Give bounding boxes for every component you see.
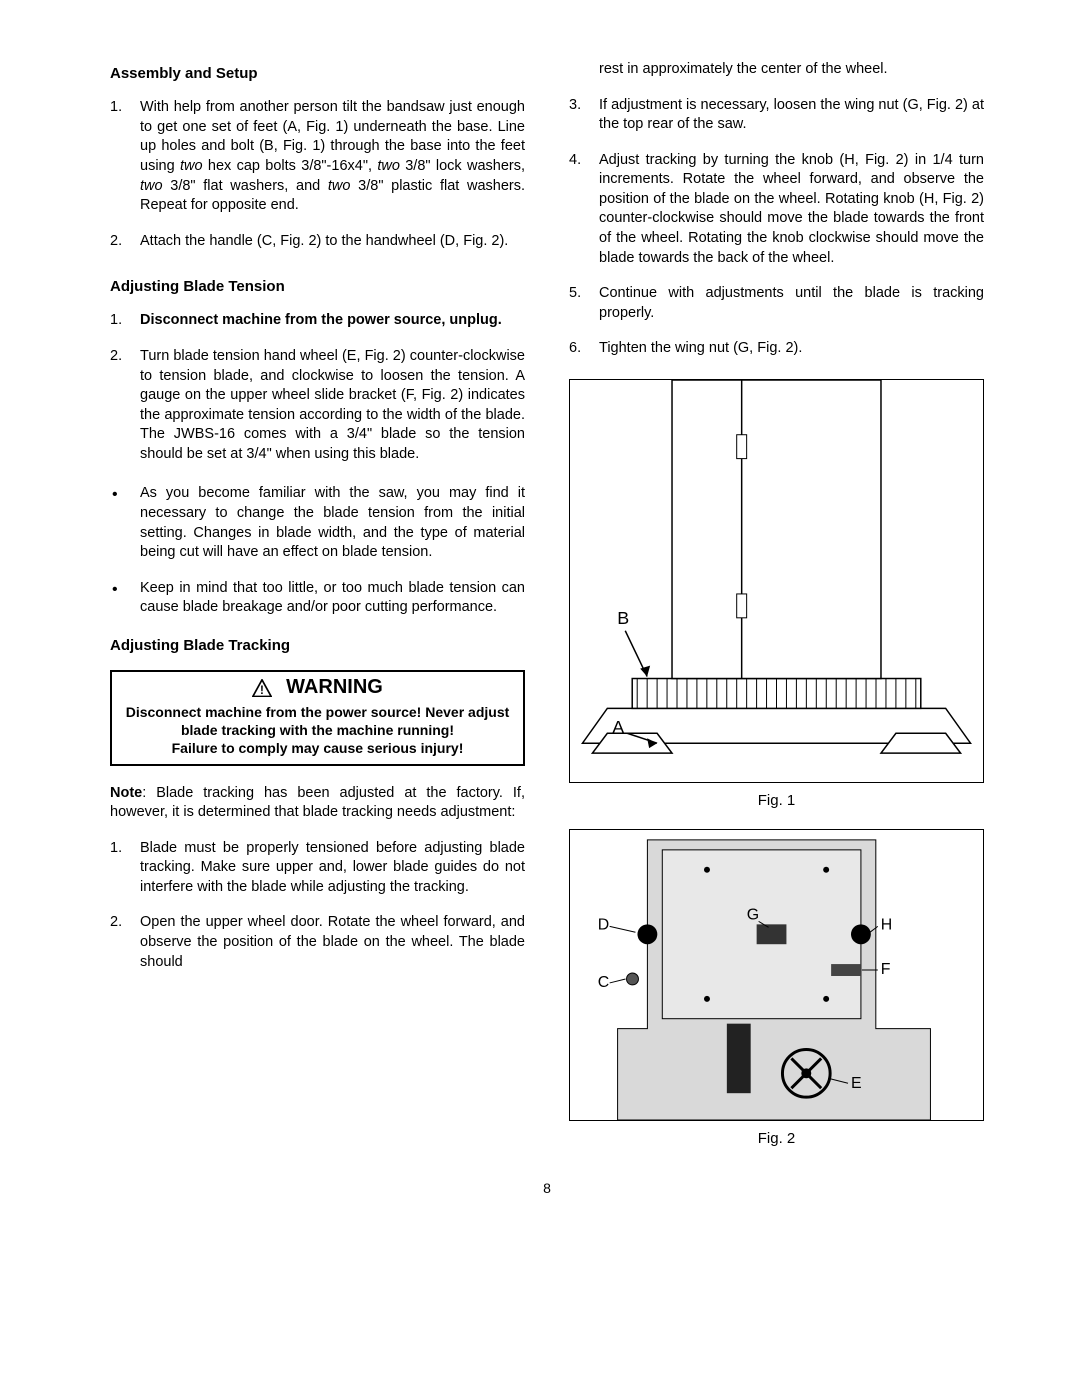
list-item: As you become familiar with the saw, you… — [110, 484, 525, 562]
warning-title: WARNING — [286, 674, 383, 701]
list-item: Continue with adjustments until the blad… — [569, 284, 984, 323]
warning-icon: ! — [252, 679, 272, 697]
warning-body: Disconnect machine from the power source… — [118, 703, 517, 758]
svg-text:D: D — [598, 916, 609, 933]
list-item: Tighten the wing nut (G, Fig. 2). — [569, 339, 984, 359]
list-item: Disconnect machine from the power source… — [110, 311, 525, 331]
warning-box: ! WARNING Disconnect machine from the po… — [110, 670, 525, 766]
figure-2: D C G H F E — [569, 829, 984, 1121]
list-assembly: With help from another person tilt the b… — [110, 98, 525, 251]
heading-tension: Adjusting Blade Tension — [110, 277, 525, 297]
list-tracking-right: If adjustment is necessary, loosen the w… — [569, 96, 984, 359]
list-item: Keep in mind that too little, or too muc… — [110, 579, 525, 618]
list-item: Open the upper wheel door. Rotate the wh… — [110, 913, 525, 972]
list-item: With help from another person tilt the b… — [110, 98, 525, 215]
page-number: 8 — [110, 1179, 984, 1198]
svg-text:F: F — [881, 961, 891, 978]
list-item: Adjust tracking by turning the knob (H, … — [569, 151, 984, 268]
svg-text:!: ! — [260, 683, 264, 696]
list-item: Attach the handle (C, Fig. 2) to the han… — [110, 232, 525, 252]
heading-assembly: Assembly and Setup — [110, 64, 525, 84]
svg-text:G: G — [747, 906, 759, 923]
list-tension: Disconnect machine from the power source… — [110, 311, 525, 464]
figure-1: B A — [569, 379, 984, 783]
list-tracking-left: Blade must be properly tensioned before … — [110, 839, 525, 972]
list-item: Turn blade tension hand wheel (E, Fig. 2… — [110, 347, 525, 464]
list-item: If adjustment is necessary, loosen the w… — [569, 96, 984, 135]
fig1-label-b: B — [617, 608, 629, 628]
figure-2-caption: Fig. 2 — [569, 1129, 984, 1149]
note-tracking: Note: Blade tracking has been adjusted a… — [110, 784, 525, 823]
list-tension-notes: As you become familiar with the saw, you… — [110, 484, 525, 617]
svg-text:C: C — [598, 974, 609, 991]
list-item-continuation: rest in approximately the center of the … — [569, 60, 984, 80]
list-item: Blade must be properly tensioned before … — [110, 839, 525, 898]
fig1-label-a: A — [612, 717, 624, 737]
heading-tracking: Adjusting Blade Tracking — [110, 636, 525, 656]
svg-text:H: H — [881, 916, 892, 933]
svg-text:E: E — [851, 1075, 862, 1092]
figure-1-caption: Fig. 1 — [569, 791, 984, 811]
